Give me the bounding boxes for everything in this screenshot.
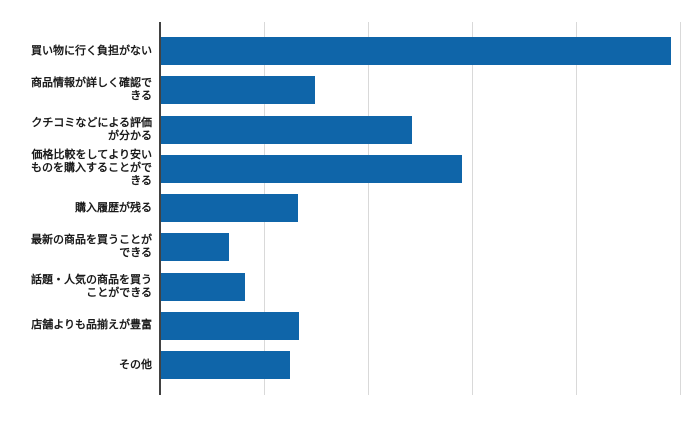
category-label-text: その他 xyxy=(119,358,152,371)
category-label-text: 商品情報が詳しく確認で きる xyxy=(31,77,152,103)
category-label-text: 購入履歴が残る xyxy=(75,201,152,214)
bar-row xyxy=(161,76,681,105)
bar xyxy=(161,233,229,262)
category-label: 話題・人気の商品を買う ことができる xyxy=(0,273,157,301)
bar xyxy=(161,76,315,105)
category-label-text: 店舗よりも品揃えが豊富 xyxy=(31,319,152,332)
category-label-text: 最新の商品を買うことが できる xyxy=(31,234,152,260)
bar xyxy=(161,194,299,222)
category-label: 商品情報が詳しく確認で きる xyxy=(0,76,157,104)
bar-row xyxy=(161,115,681,144)
gridline xyxy=(680,22,681,395)
category-label-text: 話題・人気の商品を買う ことができる xyxy=(31,273,152,299)
bar-row xyxy=(161,194,681,222)
category-labels: 買い物に行く負担がない商品情報が詳しく確認で きる クチコミなどによる評価 が分かる価… xyxy=(0,37,157,379)
bar xyxy=(161,272,246,301)
plot-area xyxy=(159,22,681,395)
category-label: 価格比較をしてより安い ものを購入することがで きる xyxy=(0,149,157,187)
category-label: 店舗よりも品揃えが豊富 xyxy=(0,312,157,340)
bar xyxy=(161,115,412,144)
category-label: 最新の商品を買うことが できる xyxy=(0,233,157,261)
bar xyxy=(161,154,462,183)
bar-row xyxy=(161,351,681,379)
gridline xyxy=(576,22,577,395)
bar-row xyxy=(161,233,681,262)
category-label-text: 価格比較をしてより安い ものを購入することがで きる xyxy=(31,149,152,188)
bar-row xyxy=(161,37,681,65)
bar-row xyxy=(161,311,681,340)
category-label-text: クチコミなどによる評価 が分かる xyxy=(31,116,152,142)
bar xyxy=(161,351,290,379)
bar xyxy=(161,37,671,65)
category-label: 購入履歴が残る xyxy=(0,194,157,222)
gridline xyxy=(472,22,473,395)
gridline xyxy=(368,22,369,395)
bar-row xyxy=(161,272,681,301)
bar-row xyxy=(161,154,681,183)
bars xyxy=(161,37,681,379)
bar xyxy=(161,311,300,340)
category-label-text: 買い物に行く負担がない xyxy=(31,44,152,57)
category-label: その他 xyxy=(0,351,157,379)
category-label: クチコミなどによる評価 が分かる xyxy=(0,116,157,144)
category-label: 買い物に行く負担がない xyxy=(0,37,157,65)
